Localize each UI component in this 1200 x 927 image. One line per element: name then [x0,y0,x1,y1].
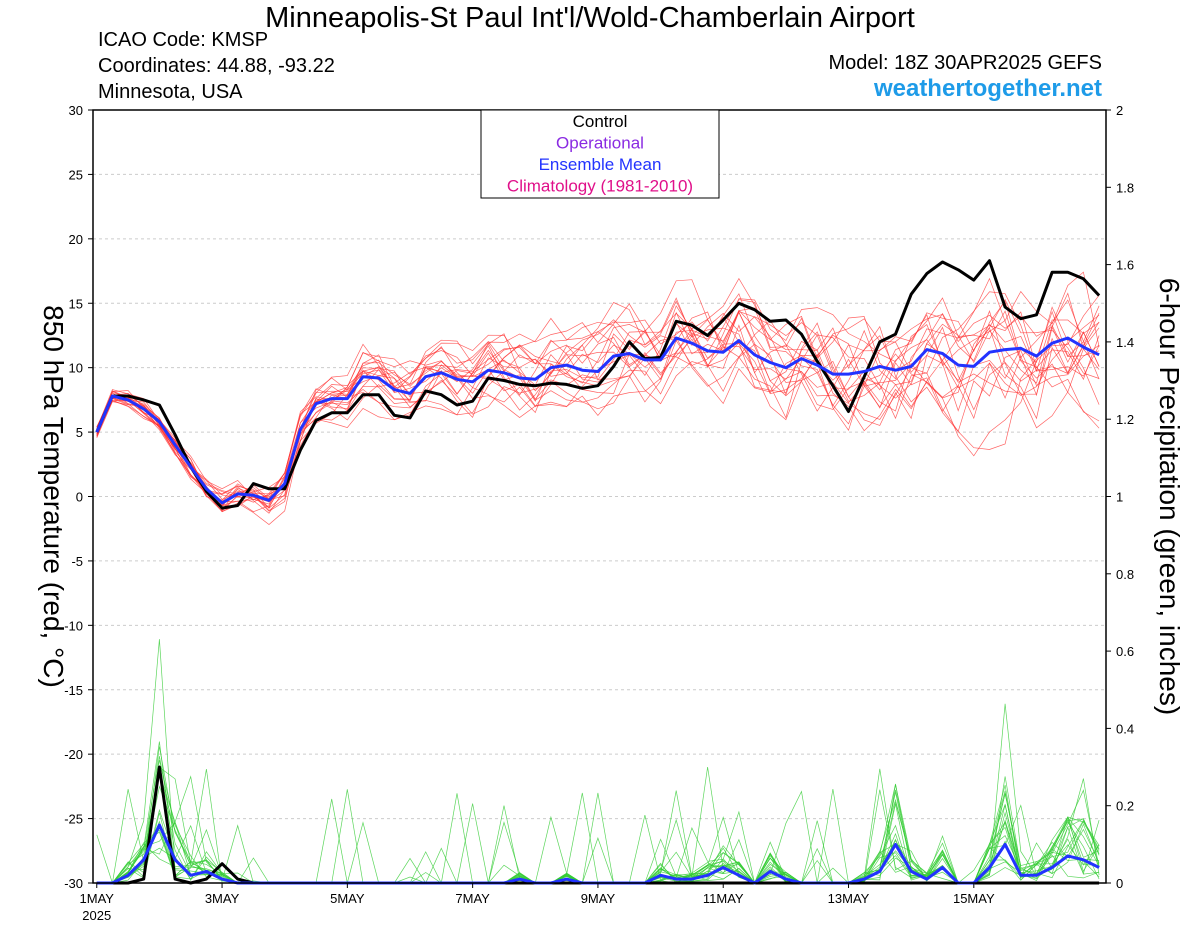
ensemble-members [96,271,1100,884]
precip-member-line [96,639,1100,884]
temperature-member-line [96,292,1100,495]
y-left-tick-label: 25 [69,167,83,182]
y-right-tick-label: 1.2 [1116,412,1134,427]
y-right-axis-label: 6-hour Precipitation (green, inches) [1154,278,1185,715]
temperature-member-line [96,293,1100,509]
precip-member-line [96,775,1100,884]
temperature-member-line [96,333,1100,501]
temperature-member-line [96,311,1100,514]
x-tick-label: 1MAY [80,891,115,906]
y-right-tick-label: 2 [1116,103,1123,118]
y-left-tick-label: -20 [64,747,83,762]
y-left-axis-label: 850 hPa Temperature (red, °C) [38,305,69,688]
x-tick-label: 5MAY [330,891,365,906]
site-link[interactable]: weathertogether.net [873,75,1102,102]
precip-member-line [96,776,1100,884]
x-tick-label: 7MAY [455,891,490,906]
y-right-tick-label: 0.4 [1116,721,1134,736]
temperature-member-line [96,277,1100,511]
control-line [95,259,1101,510]
temperature-member-line [96,300,1100,510]
temperature-member-line [96,271,1100,503]
y-left-tick-label: 10 [69,361,83,376]
y-left-tick-label: 0 [76,490,83,505]
precip-member-line [96,703,1100,884]
temperature-member-line [96,299,1100,506]
y-left-tick-label: -15 [64,683,83,698]
y-right-tick-label: 0 [1116,876,1123,891]
y-right-tick-label: 0.8 [1116,567,1134,582]
temperature-member-line [96,307,1100,503]
axes: 302520151050-5-10-15-20-25-3021.81.61.41… [38,103,1185,923]
y-right-tick-label: 1.4 [1116,335,1134,350]
temperature-member-line [96,297,1100,513]
precip-member-line [96,741,1100,884]
icao-code: ICAO Code: KMSP [98,29,269,51]
location: Minnesota, USA [98,81,243,103]
y-left-tick-label: 20 [69,232,83,247]
y-right-tick-label: 0.2 [1116,799,1134,814]
temperature-member-line [96,279,1100,512]
legend: Control Operational Ensemble Mean Climatolo… [480,109,720,199]
y-left-tick-label: -30 [64,876,83,891]
x-tick-label: 3MAY [205,891,240,906]
x-tick-label: 13MAY [828,891,870,906]
y-left-tick-label: -25 [64,812,83,827]
temperature-member-line [96,294,1100,513]
coordinates: Coordinates: 44.88, -93.22 [98,55,335,77]
y-right-tick-label: 0.6 [1116,644,1134,659]
y-left-tick-label: 15 [69,296,83,311]
model-run: Model: 18Z 30APR2025 GEFS [828,52,1102,74]
y-left-tick-label: -10 [64,618,83,633]
y-right-tick-label: 1.8 [1116,180,1134,195]
chart-title: Minneapolis-St Paul Int'l/Wold-Chamberla… [265,2,915,34]
legend-entry: Control [573,112,628,131]
series-lines [95,259,1101,885]
legend-entry: Operational [556,134,644,153]
legend-entry: Ensemble Mean [539,155,662,174]
precip-member-line [96,789,1100,884]
temperature-member-line [96,299,1100,498]
x-tick-label: 9MAY [581,891,616,906]
ensemble-mean-line [95,336,1100,505]
temperature-member-line [96,310,1100,505]
y-left-tick-label: 30 [69,103,83,118]
y-right-tick-label: 1.6 [1116,258,1134,273]
y-left-tick-label: 5 [76,425,83,440]
y-left-tick-label: -5 [71,554,83,569]
x-tick-label: 15MAY [953,891,995,906]
y-right-tick-label: 1 [1116,490,1123,505]
x-tick-label: 11MAY [703,891,744,906]
legend-box [480,109,720,199]
x-tick-year-label: 2025 [82,908,111,923]
legend-entry: Climatology (1981-2010) [507,177,693,196]
temperature-member-line [96,291,1100,509]
